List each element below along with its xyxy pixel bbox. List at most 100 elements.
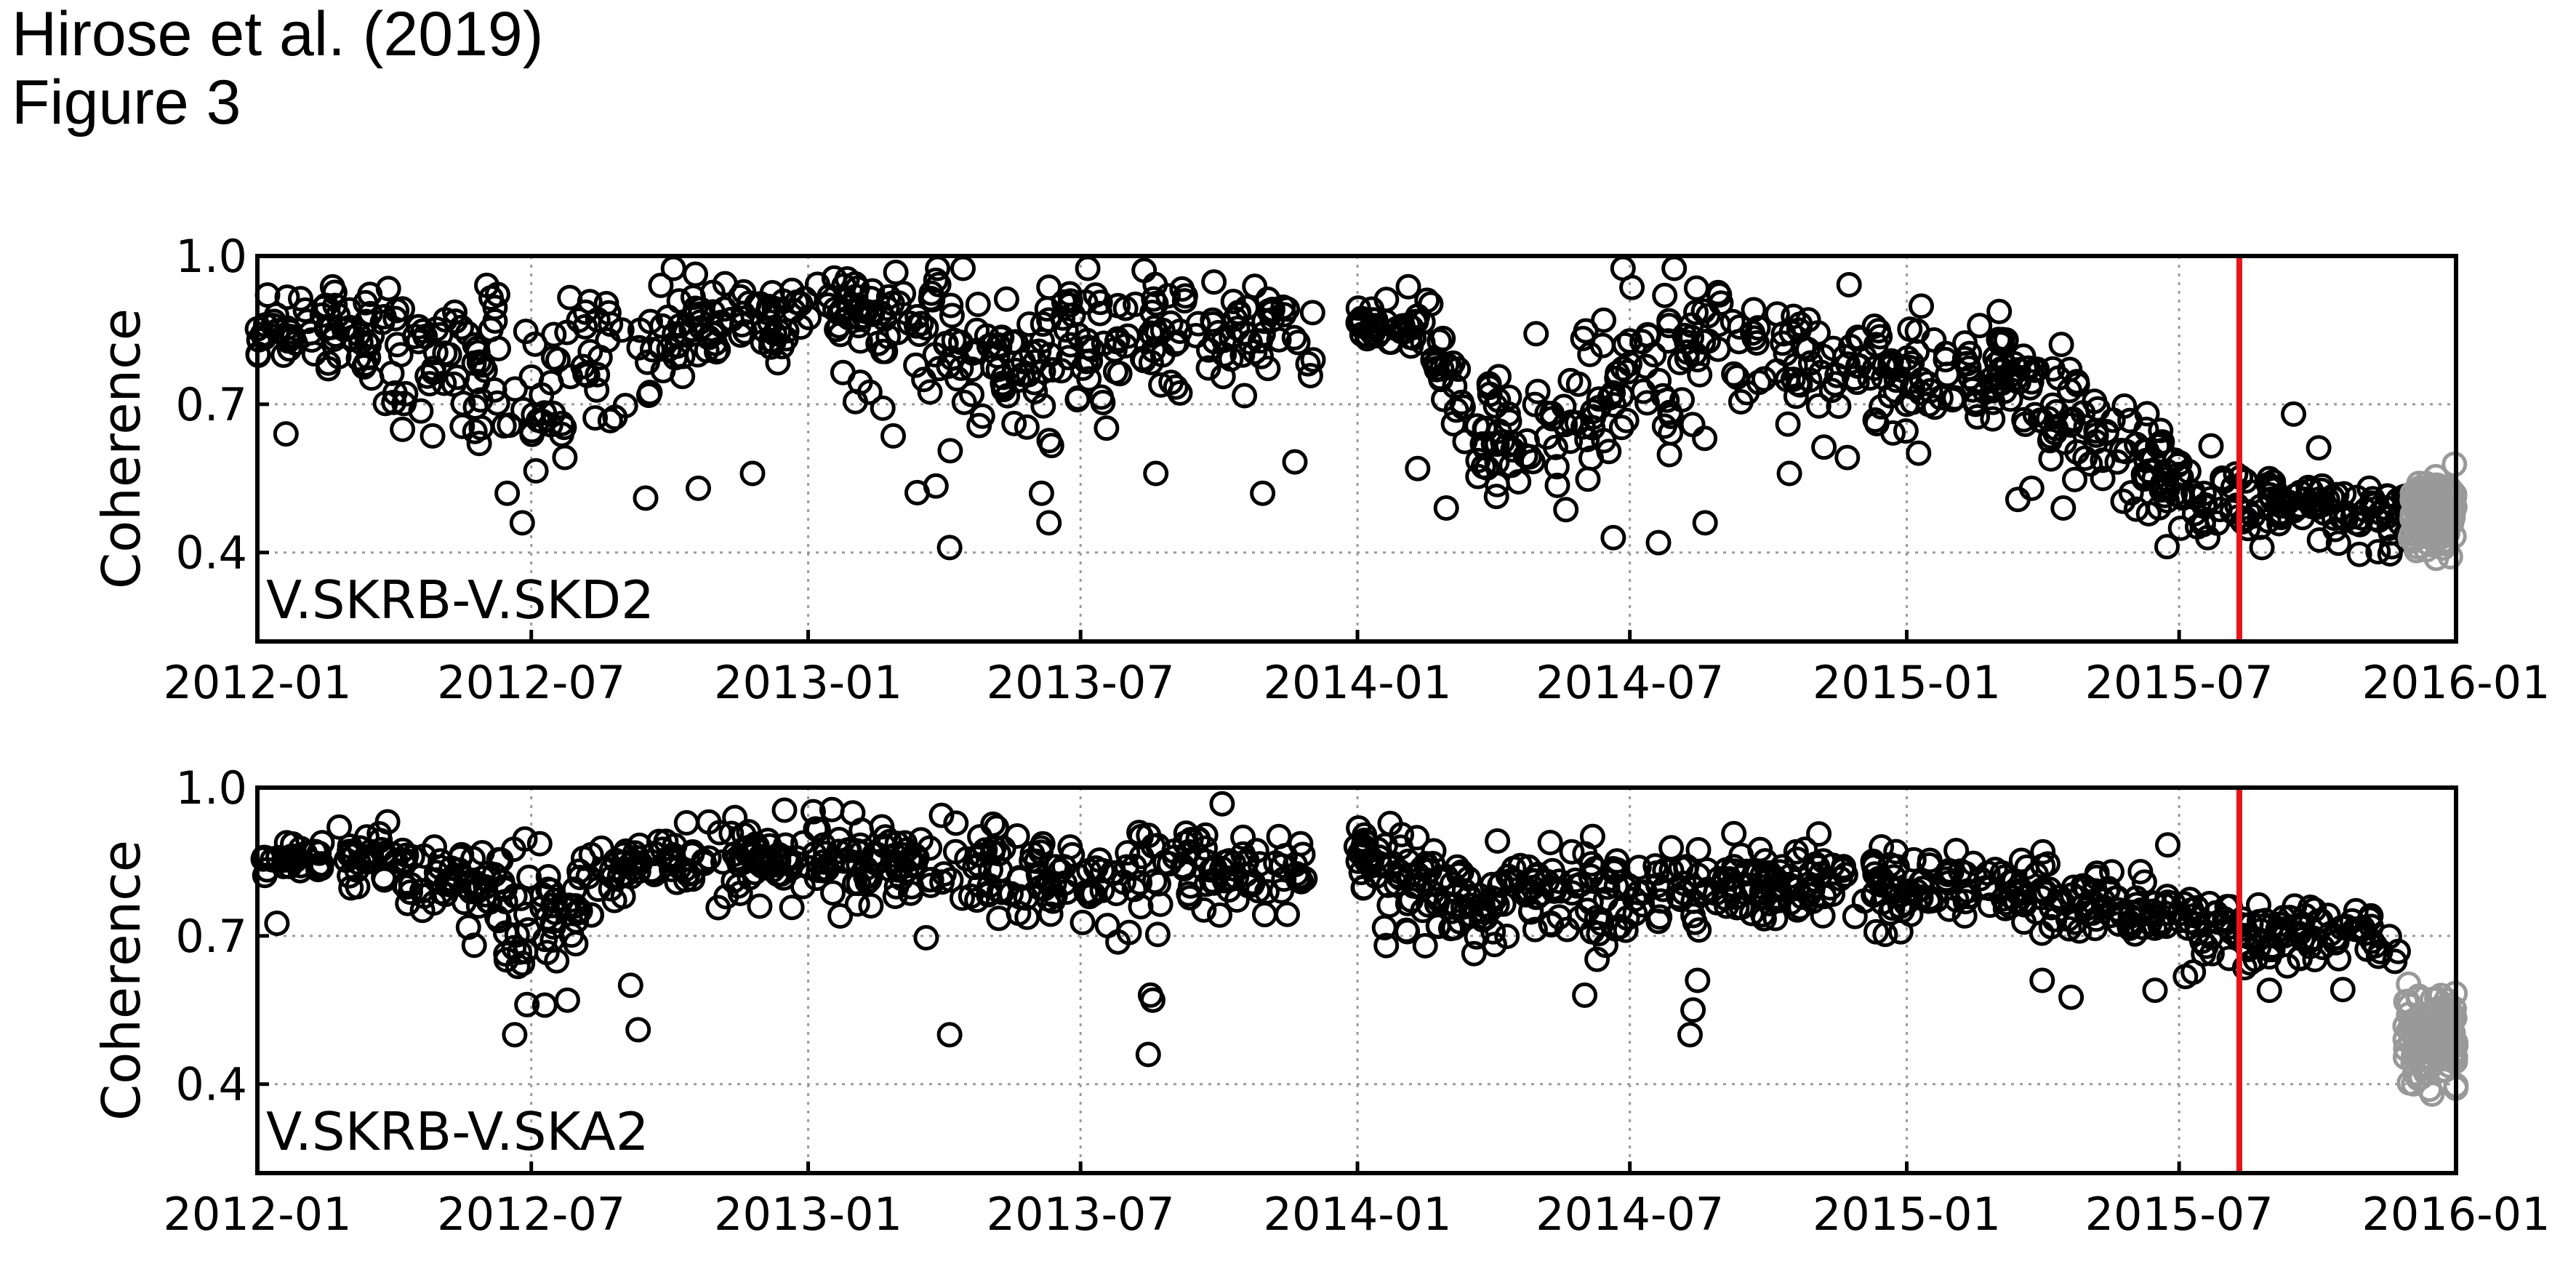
data-point — [727, 284, 753, 310]
data-point — [371, 304, 397, 329]
data-point — [2301, 897, 2327, 923]
data-point — [2005, 357, 2031, 383]
data-point — [1028, 480, 1054, 506]
data-point — [2154, 534, 2180, 560]
data-point — [510, 396, 537, 423]
data-point — [810, 849, 836, 875]
data-point — [493, 941, 519, 967]
data-point — [261, 308, 287, 335]
data-point — [1087, 289, 1113, 316]
data-point — [1248, 343, 1275, 369]
data-point — [1345, 295, 1371, 321]
data-point — [390, 416, 416, 442]
data-point — [553, 895, 579, 921]
data-point — [908, 827, 934, 853]
data-point — [1740, 320, 1766, 346]
data-point — [865, 330, 891, 356]
data-point — [554, 987, 580, 1013]
data-point — [315, 356, 341, 382]
data-point — [911, 367, 937, 393]
data-point — [1448, 389, 1474, 415]
data-point — [1578, 445, 1604, 471]
data-point — [1680, 412, 1706, 438]
data-point — [843, 388, 868, 415]
data-point — [395, 890, 421, 916]
data-point — [1131, 257, 1157, 284]
data-point-late — [2435, 520, 2461, 546]
data-point — [686, 475, 711, 501]
data-point — [1523, 321, 1549, 347]
data-point — [1600, 524, 1626, 551]
data-point — [1076, 366, 1102, 392]
data-point — [1388, 834, 1413, 860]
data-point — [1630, 378, 1656, 404]
x-tick-label: 2012-07 — [437, 656, 625, 709]
data-point — [923, 473, 949, 499]
data-point — [1751, 366, 1777, 392]
data-point-late — [2392, 1044, 2418, 1071]
data-point — [1683, 275, 1709, 301]
data-point — [2045, 365, 2071, 391]
data-point — [1559, 839, 1585, 865]
data-point — [1745, 315, 1771, 341]
data-point — [514, 991, 540, 1017]
data-point — [1405, 455, 1431, 481]
data-point — [1544, 472, 1570, 498]
data-point — [826, 313, 852, 339]
data-point — [2259, 474, 2285, 500]
data-point — [1749, 874, 1775, 900]
data-point — [883, 260, 909, 285]
data-point — [1107, 361, 1133, 387]
data-point — [1006, 884, 1032, 910]
data-point — [667, 313, 693, 339]
data-point — [2030, 839, 2056, 865]
data-point — [705, 895, 731, 921]
data-point — [516, 864, 542, 890]
data-point — [1057, 332, 1083, 358]
data-point — [2044, 399, 2070, 425]
data-point — [742, 831, 769, 857]
figure-title-line-2: Figure 3 — [12, 68, 241, 137]
data-point — [1965, 404, 1991, 430]
data-point — [613, 838, 639, 864]
data-point — [2058, 984, 2085, 1010]
data-point — [1887, 919, 1914, 945]
data-point — [1921, 327, 1947, 353]
data-point — [2084, 860, 2110, 887]
data-point — [1263, 850, 1289, 876]
data-point — [1811, 434, 1837, 460]
data-point — [1410, 897, 1436, 924]
data-point — [878, 857, 904, 883]
data-point — [2260, 937, 2286, 963]
data-point — [1705, 336, 1731, 362]
y-tick-label: 0.7 — [175, 378, 247, 431]
data-point-late — [2404, 479, 2430, 505]
data-point — [1366, 844, 1392, 871]
data-point — [1672, 322, 1698, 348]
data-point — [2177, 908, 2203, 935]
data-point — [749, 846, 775, 871]
data-point — [765, 350, 791, 376]
data-point — [1903, 879, 1930, 904]
data-point — [432, 340, 458, 367]
data-point — [1552, 412, 1578, 438]
chart-panel-bottom: 0.4 0.7 1.0 2012-01 2012-07 2013-01 2013-07 201… — [91, 761, 2551, 1241]
data-point — [987, 333, 1013, 359]
data-point — [1775, 411, 1801, 437]
data-point — [638, 857, 665, 883]
data-point — [578, 841, 604, 868]
x-tick-label: 2015-07 — [2085, 1188, 2274, 1241]
data-point — [1173, 820, 1199, 847]
data-point — [502, 1022, 528, 1048]
data-point — [1373, 932, 1400, 959]
data-point — [2064, 439, 2090, 465]
data-point — [2155, 832, 2180, 858]
data-point — [584, 377, 610, 403]
data-point — [1281, 324, 1307, 351]
data-point — [885, 319, 911, 345]
data-point — [1233, 861, 1259, 887]
data-point — [1522, 916, 1548, 943]
data-point — [2259, 486, 2285, 512]
data-point — [1654, 387, 1680, 413]
data-point — [1781, 303, 1807, 329]
